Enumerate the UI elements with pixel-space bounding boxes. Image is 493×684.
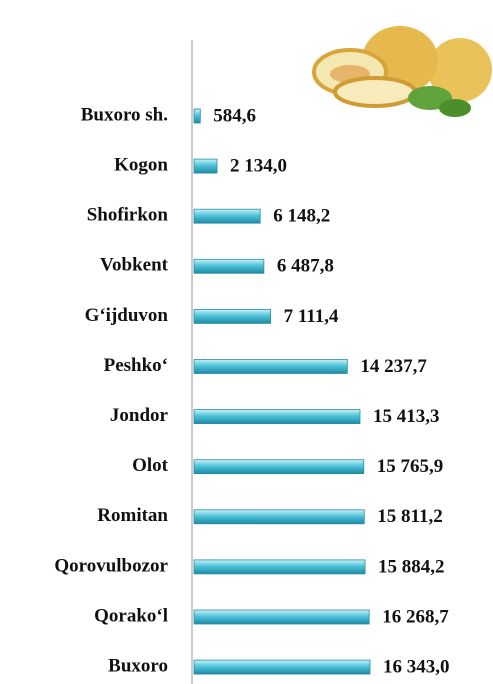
value-label: 16 343,0	[383, 656, 450, 677]
bar	[194, 309, 271, 323]
bar	[194, 159, 217, 173]
melon-picture	[314, 26, 492, 117]
bar	[194, 209, 260, 223]
bar	[194, 510, 364, 524]
category-label: Qorovulbozor	[54, 555, 168, 576]
category-label: Vobkent	[100, 255, 169, 276]
category-label: Kogon	[114, 154, 168, 175]
value-label: 15 413,3	[373, 406, 440, 427]
category-label: Shofirkon	[87, 205, 169, 226]
bar	[194, 460, 364, 474]
chart: Buxoro sh. 584,6 Kogon 2 134,0 Shofirkon 6 14…	[0, 0, 493, 684]
bar	[194, 259, 264, 273]
value-label: 6 487,8	[277, 256, 334, 277]
category-label: Jondor	[110, 405, 169, 426]
bar	[194, 560, 365, 574]
category-label: G‘ijduvon	[85, 305, 169, 326]
category-label: Romitan	[97, 505, 168, 526]
value-label: 15 765,9	[377, 456, 444, 477]
bar	[194, 360, 347, 374]
category-label: Olot	[132, 455, 169, 476]
value-label: 6 148,2	[273, 206, 330, 227]
value-label: 2 134,0	[230, 155, 287, 176]
bar	[194, 410, 360, 424]
value-label: 14 237,7	[360, 356, 427, 377]
value-label: 584,6	[213, 105, 256, 126]
value-label: 15 884,2	[378, 556, 445, 577]
bar	[194, 660, 370, 674]
value-label: 15 811,2	[377, 506, 442, 527]
category-label: Buxoro sh.	[81, 104, 168, 125]
category-label: Buxoro	[108, 655, 168, 676]
category-label: Qorako‘l	[94, 605, 168, 626]
bar	[194, 109, 200, 123]
bar	[194, 610, 369, 624]
value-label: 7 111,4	[284, 306, 339, 327]
category-label: Peshko‘	[104, 355, 168, 376]
value-label: 16 268,7	[382, 606, 449, 627]
